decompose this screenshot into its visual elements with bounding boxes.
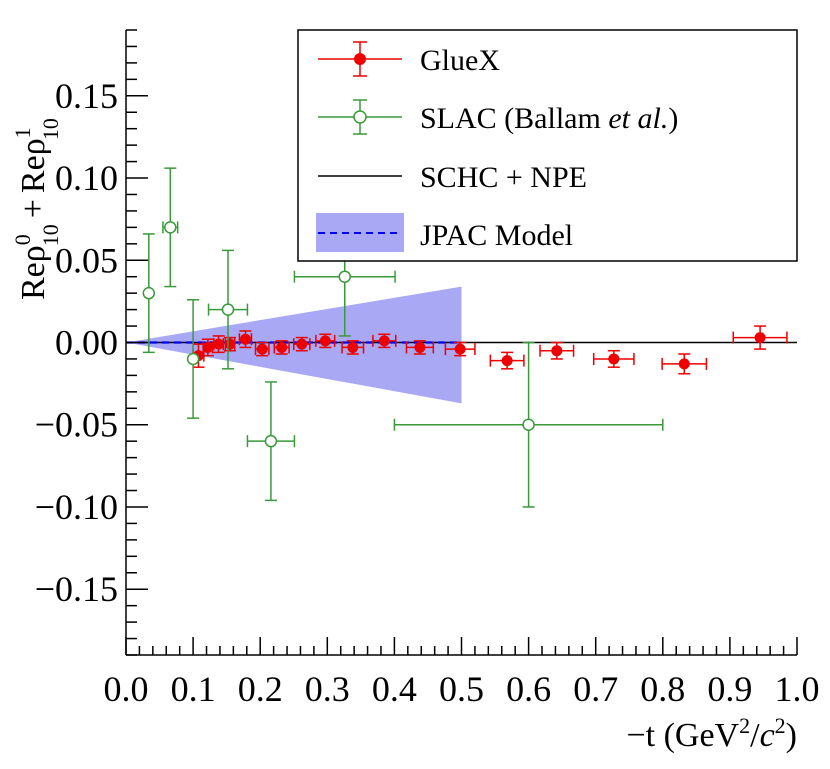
slac-marker [338,270,351,283]
y-tick-label: −0.10 [35,487,118,527]
legend-slac-label: SLAC (Ballam et al.) [420,102,678,135]
y-axis-title: Reρ0 10+Reρ1 10 [10,118,63,300]
gluex-point-7 [273,340,290,355]
slac-point-3 [186,298,200,419]
gluex-marker [296,338,308,350]
gluex-point-4 [224,336,237,352]
slac-marker [164,221,177,234]
x-tick-label: 1.0 [775,669,820,709]
gluex-marker [239,333,251,345]
slac-marker [186,352,200,366]
legend-gluex-marker [318,41,402,77]
slac-point-1 [142,233,156,354]
gluex-marker [347,341,359,353]
gluex-point-12 [405,340,435,355]
gluex-point-2 [201,338,214,357]
gluex-point-11 [372,333,397,349]
gluex-point-17 [661,353,708,375]
slac-point-2 [162,167,179,288]
gluex-marker [754,332,766,344]
legend-slac-marker [318,99,402,135]
gluex-marker [378,335,390,347]
slac-marker [221,303,235,316]
gluex-point-18 [732,325,788,350]
y-tick-label: 0.15 [55,76,118,116]
gluex-marker [213,338,225,350]
axes-layer: 0.0 0.1 0.2 0.3 0.4 0.5 0.6 0.7 0.8 0.9 1.0 −0.15 −0… [35,29,820,709]
y-tick-label: 0.05 [55,240,118,280]
slac-point-7 [393,341,664,508]
x-tick-label: 0.6 [506,669,551,709]
x-tick-label: 0.9 [707,669,752,709]
gluex-marker [551,345,563,357]
slac-point-5 [246,381,296,502]
gluex-point-10 [341,340,365,355]
gluex-point-16 [592,349,635,368]
gluex-point-3 [212,335,225,354]
gluex-marker [678,358,690,370]
gluex-point-9 [315,333,336,349]
gluex-marker [276,341,288,353]
y-tick-label: 0.10 [55,158,118,198]
legend-slac-prefix: SLAC (Ballam [420,102,608,135]
gluex-marker [454,343,466,355]
legend-gluex-label: GlueX [420,44,500,77]
legend: GlueX SLAC (Ballam et al.) SCHC + NPE JP… [297,29,798,262]
x-tick-label: 0.7 [573,669,618,709]
gluex-point-8 [293,336,311,352]
data-series-layer [142,167,788,508]
gluex-point-13 [444,341,476,357]
gluex-point-15 [539,341,575,360]
y-tick-label: −0.15 [35,569,118,609]
x-tick-label: 0.4 [372,669,417,709]
gluex-marker [414,341,426,353]
x-tick-label: 0.8 [640,669,685,709]
gluex-point-14 [489,351,525,370]
legend-slac-italic: et al. [608,102,668,135]
gluex-marker [202,341,214,353]
gluex-marker [501,355,513,367]
gluex-point-5 [238,330,253,349]
slac-marker [264,434,278,448]
x-tick-label: 0.2 [238,669,283,709]
x-tick-label: 0.3 [305,669,350,709]
x-tick-label: 0.0 [104,669,149,709]
x-tick-label: 0.1 [171,669,216,709]
gluex-marker [224,338,236,350]
gluex-point-6 [254,341,270,357]
slac-marker [142,286,156,300]
legend-jpac-label: JPAC Model [420,219,573,252]
gluex-marker [608,353,620,365]
y-tick-label: 0.00 [55,323,118,363]
gluex-marker [256,343,268,355]
legend-schc-label: SCHC + NPE [420,161,587,194]
x-tick-label: 0.5 [439,669,484,709]
y-tick-label: −0.05 [35,405,118,445]
legend-slac-suffix: ) [668,102,678,135]
slac-marker [522,418,535,431]
gluex-marker [319,335,331,347]
x-axis-title: −t (GeV2/c2) [626,713,797,754]
slac-point-4 [207,249,249,370]
